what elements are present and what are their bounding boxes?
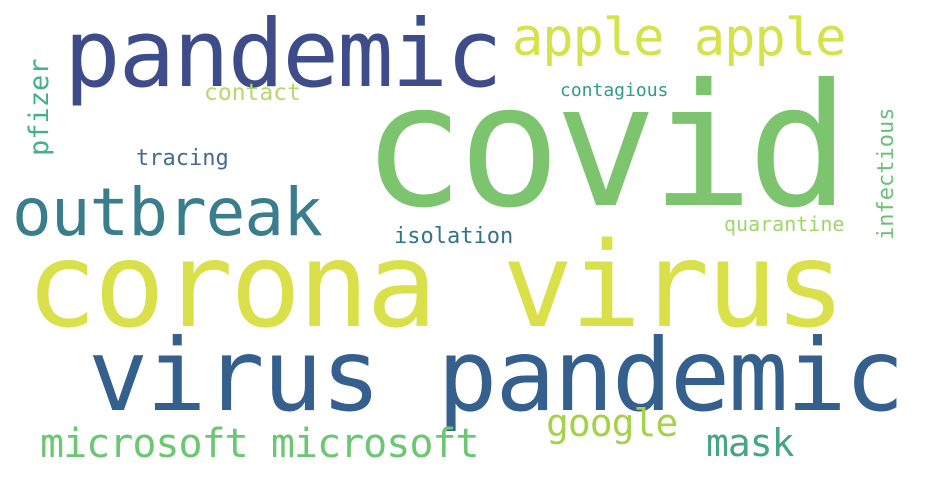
word-virus-pandemic: virus pandemic [88,317,905,434]
word-quarantine: quarantine [724,212,845,236]
word-outbreak: outbreak [12,174,323,251]
word-corona-virus: corona virus [26,216,846,354]
word-infectious: infectious [874,107,899,240]
word-apple-apple: apple apple [512,8,846,68]
word-mask: mask [706,421,795,465]
word-covid: covid [362,48,850,246]
word-google: google [546,401,678,445]
word-isolation: isolation [394,224,514,249]
word-contact: contact [204,80,301,106]
word-microsoft-microsoft: microsoft microsoft [40,421,480,467]
word-contagious: contagious [560,80,669,101]
word-pfizer: pfizer [24,58,55,156]
word-tracing: tracing [136,146,229,171]
word-pandemic: pandemic [64,0,503,109]
